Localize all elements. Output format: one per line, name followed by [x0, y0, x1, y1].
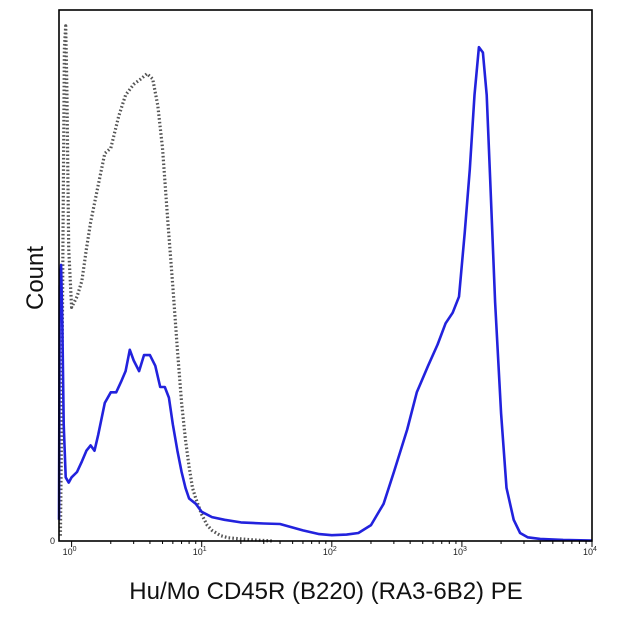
x-tick-label: 101 [193, 546, 207, 557]
series-line-solid [57, 45, 593, 542]
y-axis-ticks: 0 [50, 536, 55, 546]
y-tick-label: 0 [50, 536, 55, 546]
series-layer [57, 24, 593, 543]
x-tick-label: 102 [323, 546, 337, 557]
plot-frame [58, 9, 593, 542]
y-axis-title: Count [22, 246, 49, 310]
series-line-dotted [58, 24, 273, 543]
x-tick-label: 100 [63, 546, 77, 557]
x-tick-label: 104 [583, 546, 597, 557]
x-tick-label: 103 [453, 546, 467, 557]
x-axis-ticks: 100 101 102 103 104 [63, 541, 597, 557]
x-axis-title: Hu/Mo CD45R (B220) (RA3-6B2) PE [129, 578, 522, 605]
